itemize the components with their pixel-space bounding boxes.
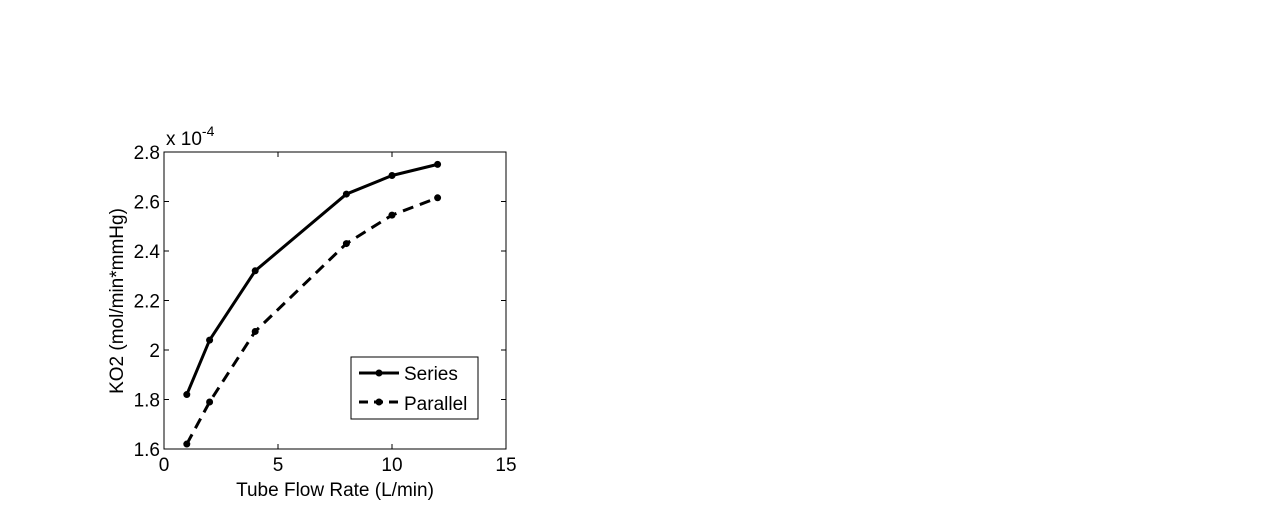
series-line-series <box>185 162 438 396</box>
x-axis-title: Tube Flow Rate (L/min) <box>236 480 434 501</box>
y-tick-label: 2 <box>149 341 160 362</box>
series-lines <box>183 160 442 448</box>
x-tick-label: 15 <box>495 455 516 476</box>
y-multiplier-exponent: -4 <box>202 123 215 139</box>
data-point-series <box>388 172 396 180</box>
data-point-parallel <box>206 398 214 406</box>
legend: Series Parallel <box>350 356 479 420</box>
y-tick-label: 2.6 <box>134 193 160 214</box>
y-tick-label: 2.4 <box>134 242 161 263</box>
legend-label-series: Series <box>404 364 458 385</box>
x-tick-label: 0 <box>159 455 170 476</box>
data-point-series <box>183 391 191 399</box>
data-point-parallel <box>342 240 350 248</box>
data-point-parallel <box>251 327 259 335</box>
data-point-series <box>251 267 259 275</box>
x-tick-label: 10 <box>381 455 402 476</box>
legend-box <box>350 356 479 420</box>
series-line-parallel <box>185 196 439 445</box>
data-point-series <box>206 336 214 344</box>
y-tick-label: 2.2 <box>134 292 160 313</box>
data-point-parallel <box>183 440 191 448</box>
y-tick-label: 2.8 <box>134 143 160 164</box>
legend-label-parallel: Parallel <box>404 394 467 415</box>
x-tick-label: 5 <box>273 455 284 476</box>
y-multiplier-base: x 10 <box>166 129 202 150</box>
data-point-parallel <box>434 194 442 202</box>
legend-marker-parallel <box>375 398 383 406</box>
data-point-parallel <box>388 211 396 219</box>
y-tick-label: 1.8 <box>134 391 160 412</box>
axis-ticks: 0 5 10 15 1.6 1.8 2 2.2 2.4 2.6 2.8 <box>134 143 517 476</box>
legend-marker-series <box>375 369 383 377</box>
y-multiplier: x 10-4 <box>166 123 215 150</box>
y-tick-label: 1.6 <box>134 440 160 461</box>
data-point-series <box>342 190 350 198</box>
y-axis-title: KO2 (mol/min*mmHg) <box>107 208 128 394</box>
data-point-series <box>434 160 442 168</box>
